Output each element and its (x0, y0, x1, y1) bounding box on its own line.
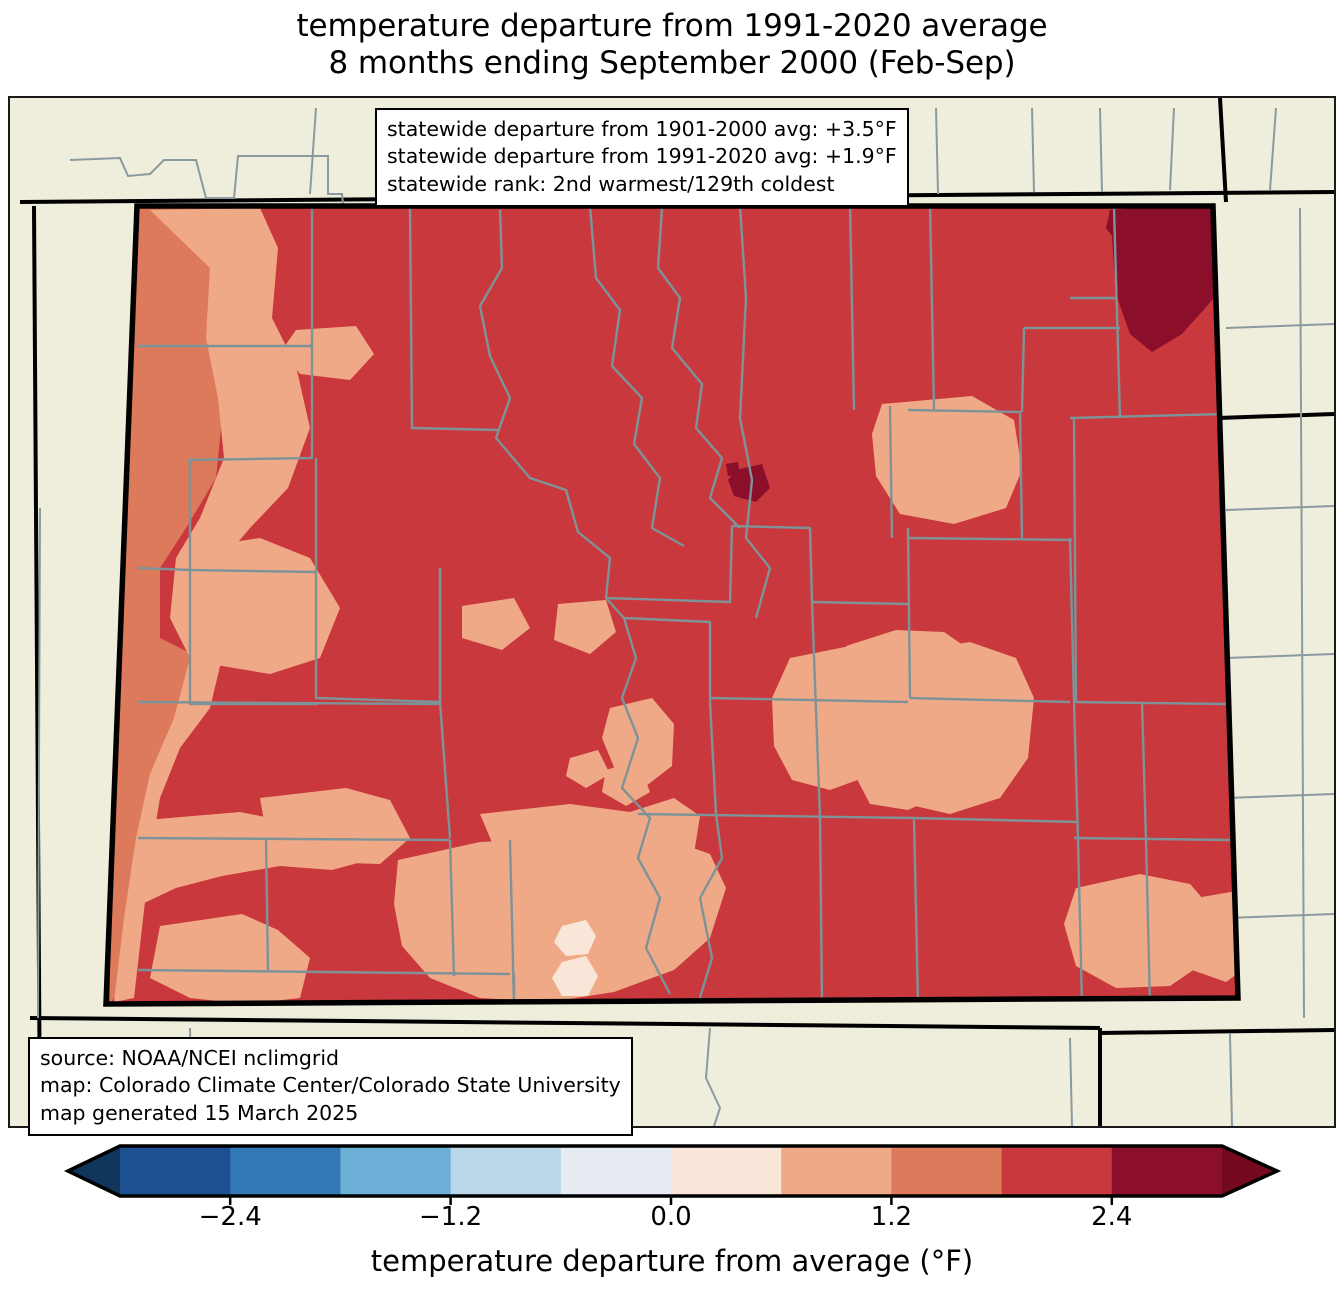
colorbar-band-0 (120, 1146, 231, 1196)
colorbar-band-3 (450, 1146, 562, 1196)
colorbar-region: −2.4 −1.2 0.0 1.2 2.4 temperature departure … (0, 1140, 1344, 1299)
map-frame (8, 96, 1336, 1128)
colorbar-border (63, 1144, 1282, 1198)
colorbar-band-8 (1001, 1146, 1113, 1196)
colorbar-outline (63, 1144, 1282, 1198)
band-pale-peach-group (552, 920, 598, 996)
colorbar-axis-label: temperature departure from average (°F) (370, 1244, 974, 1278)
source-generated-date: map generated 15 March 2025 (40, 1100, 359, 1125)
colorbar-band-9 (1111, 1146, 1223, 1196)
source-data: source: NOAA/NCEI nclimgrid (40, 1046, 340, 1070)
colorbar-band-4 (560, 1146, 672, 1196)
colorbar-under-arrow (68, 1146, 120, 1196)
stats-rank: statewide rank: 2nd warmest/129th coldes… (387, 171, 835, 196)
colorbar-band-5 (671, 1146, 782, 1196)
stats-departure-1991-2020: statewide departure from 1991-2020 avg: … (387, 144, 897, 169)
title-line-1: temperature departure from 1991-2020 ave… (296, 8, 1048, 44)
colorado-temperature-map (10, 98, 1334, 1126)
colorbar-band-1 (230, 1146, 341, 1196)
band-maroon-group (726, 206, 1214, 502)
county-boundaries (137, 206, 1231, 1004)
colorbar-tick-label-1: −1.2 (419, 1202, 483, 1232)
page-title: temperature departure from 1991-2020 ave… (0, 8, 1344, 81)
title-line-2: 8 months ending September 2000 (Feb-Sep) (328, 44, 1016, 81)
colorbar (63, 1144, 1282, 1205)
colorbar-band-6 (781, 1146, 892, 1196)
colorbar-tick-label-3: 1.2 (870, 1202, 913, 1232)
statewide-stats-box: statewide departure from 1901-2000 avg: … (375, 108, 909, 207)
colorbar-tick-label-0: −2.4 (198, 1202, 262, 1232)
colorbar-band-7 (891, 1146, 1003, 1196)
colorbar-tick-label-2: 0.0 (650, 1202, 692, 1232)
source-map-author: map: Colorado Climate Center/Colorado St… (40, 1073, 621, 1098)
source-credit-box: source: NOAA/NCEI nclimgrid map: Colorad… (28, 1037, 633, 1136)
colorbar-bands (68, 1146, 1277, 1196)
colorbar-tick-labels: −2.4 −1.2 0.0 1.2 2.4 (0, 1202, 1344, 1244)
colorbar-band-2 (340, 1146, 452, 1196)
colorbar-over-arrow (1222, 1146, 1277, 1196)
colorbar-tickmarks (228, 1196, 1114, 1205)
band-orange-west (106, 206, 224, 1004)
colorado-fill-layer (106, 206, 1238, 1004)
colorbar-tick-label-4: 2.4 (1091, 1202, 1133, 1232)
stats-departure-1901-2000: statewide departure from 1901-2000 avg: … (387, 117, 897, 141)
band-salmon-group (114, 208, 1238, 1004)
